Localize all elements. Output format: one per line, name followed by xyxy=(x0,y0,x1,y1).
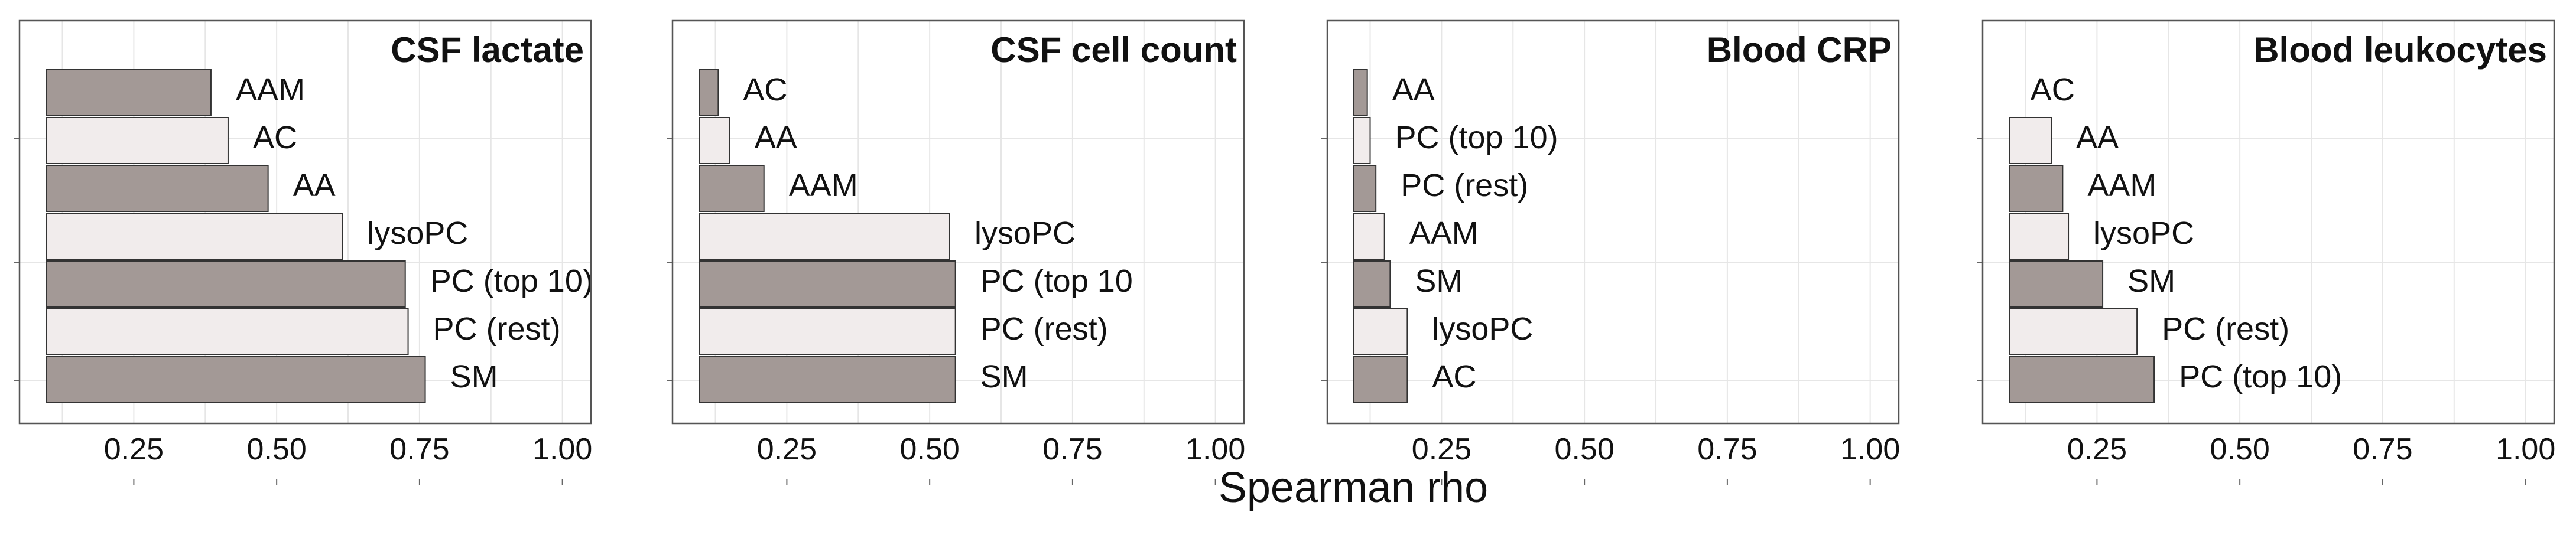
bar-1 xyxy=(1353,69,1368,116)
x-tick-label: 0.75 xyxy=(389,432,449,467)
chart-panel-3: AA PC (top 10) PC (rest) AAM SM lysoPC AC Blood… xyxy=(1321,19,1900,485)
bar-7 xyxy=(46,356,426,403)
bar-category-label: lysoPC xyxy=(974,216,1076,251)
bar-category-label: AC xyxy=(2031,72,2075,107)
bar-category-label: AA xyxy=(755,120,797,155)
bar-6 xyxy=(2009,308,2138,355)
bar-category-label: PC (rest) xyxy=(980,311,1108,347)
bar-6 xyxy=(699,308,956,355)
bar-4 xyxy=(1353,213,1385,260)
x-tick-label: 1.00 xyxy=(532,432,592,467)
bar-category-label: lysoPC xyxy=(1432,311,1533,347)
bar-category-label: AAM xyxy=(1409,216,1479,251)
x-tick-label: 0.50 xyxy=(2210,432,2270,467)
bar-category-label: AC xyxy=(743,72,787,107)
panel-title: CSF cell count xyxy=(990,30,1237,70)
bar-7 xyxy=(699,356,956,403)
bar-4 xyxy=(46,213,343,260)
bar-category-label: SM xyxy=(450,359,498,394)
chart-panel-1: AAM AC AA lysoPC PC (top 10) PC (rest) SM CSF l… xyxy=(14,19,593,485)
x-tick-label: 0.75 xyxy=(1042,432,1102,467)
bar-category-label: SM xyxy=(980,359,1028,394)
bar-3 xyxy=(1353,165,1377,212)
bar-5 xyxy=(46,260,406,308)
x-tick-label: 0.75 xyxy=(1697,432,1757,467)
bar-category-label: lysoPC xyxy=(367,216,468,251)
x-tick-label: 0.25 xyxy=(1412,432,1471,467)
bar-category-label: PC (top 10) xyxy=(2179,359,2342,394)
bar-category-label: PC (top 10 xyxy=(980,263,1133,299)
bar-3 xyxy=(46,165,269,212)
bar-2 xyxy=(46,117,229,164)
panel-background xyxy=(1327,21,1899,423)
bar-1 xyxy=(46,69,212,116)
bar-category-label: PC (top 10) xyxy=(1395,120,1558,155)
x-tick-label: 1.00 xyxy=(1185,432,1245,467)
x-tick-label: 1.00 xyxy=(2496,432,2555,467)
x-tick-label: 0.50 xyxy=(1555,432,1615,467)
bar-category-label: AA xyxy=(1392,72,1435,107)
shared-x-axis-label: Spearman rho xyxy=(1219,464,1488,511)
bar-4 xyxy=(2009,213,2070,260)
x-tick-label: 0.25 xyxy=(757,432,817,467)
panel-frame xyxy=(1981,19,2555,425)
bar-7 xyxy=(2009,356,2155,403)
chart-panel-2: AC AA AAM lysoPC PC (top 10 PC (rest) SM CSF ce… xyxy=(667,19,1245,485)
bar-category-label: PC (rest) xyxy=(1401,168,1528,203)
bar-5 xyxy=(1353,260,1391,308)
bar-category-label: AAM xyxy=(789,168,858,203)
bar-category-label: AC xyxy=(1432,359,1476,394)
bar-5 xyxy=(2009,260,2104,308)
x-tick-label: 1.00 xyxy=(1840,432,1900,467)
bar-4 xyxy=(699,213,950,260)
bar-category-label: PC (top 10) xyxy=(430,263,593,299)
panel-title: Blood CRP xyxy=(1707,30,1892,70)
bar-category-label: AAM xyxy=(2087,168,2156,203)
panel-frame xyxy=(671,19,1245,425)
bar-category-label: AC xyxy=(253,120,297,155)
bar-2 xyxy=(1353,117,1371,164)
panel-title: CSF lactate xyxy=(391,30,584,70)
panel-frame xyxy=(18,19,592,425)
bar-category-label: AAM xyxy=(236,72,305,107)
panel-frame xyxy=(1326,19,1900,425)
bar-category-label: PC (rest) xyxy=(2162,311,2289,347)
bar-3 xyxy=(2009,165,2064,212)
bar-2 xyxy=(699,117,730,164)
x-tick-label: 0.25 xyxy=(2067,432,2127,467)
bar-category-label: AA xyxy=(293,168,336,203)
x-tick-label: 0.50 xyxy=(900,432,960,467)
bar-6 xyxy=(1353,308,1408,355)
x-tick-label: 0.75 xyxy=(2353,432,2412,467)
bar-category-label: AA xyxy=(2076,120,2119,155)
bar-3 xyxy=(699,165,765,212)
bar-5 xyxy=(699,260,956,308)
x-tick-label: 0.50 xyxy=(247,432,307,467)
bar-category-label: lysoPC xyxy=(2093,216,2194,251)
x-tick-label: 0.25 xyxy=(104,432,164,467)
bar-6 xyxy=(46,308,409,355)
bar-7 xyxy=(1353,356,1408,403)
bar-category-label: SM xyxy=(1415,263,1463,299)
bar-category-label: SM xyxy=(2127,263,2175,299)
panel-title: Blood leukocytes xyxy=(2253,30,2547,70)
bar-2 xyxy=(2009,117,2052,164)
bar-1 xyxy=(699,69,719,116)
bar-category-label: PC (rest) xyxy=(433,311,561,347)
